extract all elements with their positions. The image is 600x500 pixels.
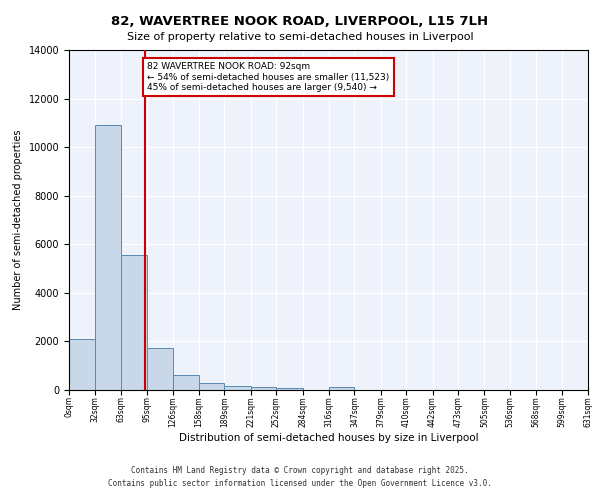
Text: 82, WAVERTREE NOOK ROAD, LIVERPOOL, L15 7LH: 82, WAVERTREE NOOK ROAD, LIVERPOOL, L15 … [112, 15, 488, 28]
X-axis label: Distribution of semi-detached houses by size in Liverpool: Distribution of semi-detached houses by … [179, 432, 478, 442]
Bar [276, 388, 302, 390]
Bar [121, 255, 147, 390]
Bar [69, 339, 95, 390]
Bar [329, 388, 355, 390]
Bar [147, 348, 173, 390]
Bar [173, 375, 199, 390]
Text: 82 WAVERTREE NOOK ROAD: 92sqm
← 54% of semi-detached houses are smaller (11,523): 82 WAVERTREE NOOK ROAD: 92sqm ← 54% of s… [147, 62, 389, 92]
Text: Contains HM Land Registry data © Crown copyright and database right 2025.
Contai: Contains HM Land Registry data © Crown c… [108, 466, 492, 487]
Y-axis label: Number of semi-detached properties: Number of semi-detached properties [13, 130, 23, 310]
Text: Size of property relative to semi-detached houses in Liverpool: Size of property relative to semi-detach… [127, 32, 473, 42]
Bar [224, 386, 251, 390]
Bar [251, 388, 276, 390]
Bar [199, 383, 224, 390]
Bar [95, 126, 121, 390]
